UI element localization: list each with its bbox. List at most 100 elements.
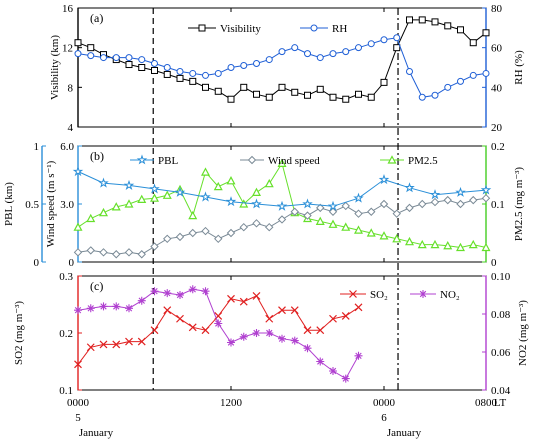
data-point-p2-1-22 — [354, 351, 363, 360]
data-point-p0-0-9 — [189, 77, 197, 85]
data-point-p0-1-27 — [418, 93, 426, 101]
data-point-p1-2-27 — [417, 239, 427, 249]
legend-a-marker-0 — [198, 24, 206, 32]
legend-a-label-0: Visibility — [220, 23, 261, 35]
data-point-p1-2-13 — [239, 199, 249, 208]
data-point-p1-1-11 — [214, 234, 223, 244]
data-point-p1-1-29 — [443, 195, 452, 205]
data-point-p2-1-2 — [99, 302, 108, 311]
data-point-p0-1-9 — [189, 69, 197, 77]
data-point-p2-0-10 — [201, 326, 210, 335]
data-point-p0-1-2 — [100, 54, 107, 62]
x-date-month-0: January — [79, 427, 114, 439]
data-point-p0-0-31 — [469, 39, 477, 47]
data-point-p2-1-13 — [239, 332, 248, 341]
data-point-p2-1-5 — [137, 296, 146, 305]
data-point-p2-0-15 — [265, 314, 274, 323]
pm25-axis-tick-label-2: 0.2 — [491, 141, 505, 153]
data-point-p2-1-19 — [316, 357, 325, 366]
so2-axis-tick-label-2: 0.3 — [59, 271, 73, 283]
visibility-axis-tick-label-3: 16 — [62, 3, 74, 15]
data-point-p2-1-4 — [125, 304, 133, 313]
data-point-p1-1-26 — [405, 203, 414, 213]
visibility-axis-tick-label-1: 8 — [68, 82, 74, 94]
data-point-p0-1-14 — [253, 60, 260, 68]
data-point-p0-1-30 — [457, 77, 464, 85]
data-point-p2-1-18 — [303, 344, 312, 353]
data-point-p1-1-14 — [252, 219, 261, 228]
data-point-p0-0-28 — [431, 18, 439, 26]
so2-axis-tick-label-0: 0.1 — [59, 385, 73, 397]
data-point-p2-1-10 — [201, 287, 210, 296]
data-point-p2-1-11 — [214, 319, 223, 328]
data-point-p1-0-3 — [149, 183, 160, 194]
x-date-day-0: 5 — [75, 412, 81, 424]
no2-axis-tick-label-3: 0.10 — [491, 271, 511, 283]
no2-axis-tick-label-1: 0.06 — [491, 347, 511, 359]
data-point-p1-1-9 — [188, 228, 197, 238]
data-point-p1-0-14 — [429, 189, 441, 200]
data-point-p0-0-17 — [291, 88, 299, 96]
data-point-p0-1-11 — [214, 69, 222, 77]
data-point-p1-1-22 — [354, 209, 363, 218]
data-point-p1-2-26 — [404, 236, 415, 246]
data-point-p0-1-22 — [355, 44, 362, 52]
data-point-p1-2-2 — [98, 207, 109, 217]
data-point-p0-1-7 — [163, 64, 171, 71]
data-point-p2-1-0 — [74, 306, 82, 315]
data-point-p1-2-29 — [443, 240, 453, 250]
rh-axis-tick-label-1: 40 — [491, 82, 503, 94]
data-point-p1-0-0 — [72, 165, 84, 177]
data-point-p0-0-20 — [329, 93, 337, 101]
data-point-p1-2-1 — [86, 213, 96, 223]
data-point-p0-0-14 — [253, 90, 260, 98]
data-point-p1-1-32 — [481, 193, 491, 203]
data-point-p0-1-12 — [227, 64, 235, 71]
data-point-p0-1-32 — [482, 69, 490, 77]
x-date-month-1: January — [387, 427, 422, 439]
data-point-p2-1-12 — [227, 338, 235, 347]
legend-a-label-1: RH — [332, 23, 347, 35]
wind-axis-tick-label-2: 6.0 — [60, 141, 74, 153]
data-point-p2-0-1 — [86, 343, 95, 352]
data-point-p1-2-7 — [162, 190, 172, 199]
data-point-p1-0-16 — [480, 184, 492, 195]
data-point-p1-2-15 — [264, 178, 274, 188]
legend-b-marker-1 — [247, 155, 257, 165]
data-point-p1-1-19 — [316, 203, 325, 213]
data-point-p1-2-28 — [430, 239, 440, 249]
data-point-p1-2-16 — [277, 158, 287, 167]
data-point-p2-0-12 — [227, 294, 235, 303]
data-point-p0-1-26 — [406, 67, 413, 75]
data-point-p1-2-4 — [124, 199, 134, 208]
data-point-p1-0-1 — [98, 177, 109, 188]
data-point-p1-0-15 — [455, 186, 466, 197]
data-point-p1-2-31 — [468, 239, 478, 249]
data-point-p0-0-18 — [304, 91, 311, 99]
data-point-p1-0-10 — [327, 200, 339, 211]
data-point-p1-1-24 — [379, 199, 389, 209]
data-point-p1-1-31 — [469, 195, 478, 205]
data-point-p0-0-11 — [214, 87, 222, 95]
data-point-p1-2-19 — [315, 216, 325, 225]
data-point-p1-1-15 — [265, 222, 274, 232]
data-point-p2-0-21 — [341, 311, 350, 320]
data-point-p1-2-30 — [455, 242, 466, 252]
data-point-p2-1-7 — [163, 289, 172, 298]
no2-axis-tick-label-2: 0.08 — [491, 309, 511, 321]
data-point-p2-0-3 — [112, 340, 121, 349]
data-point-p0-0-21 — [342, 95, 350, 103]
so2-axis-title: SO2 (mg m⁻³) — [13, 301, 25, 365]
data-point-p0-1-4 — [125, 54, 133, 62]
pbl-axis-tick-label-2: 1 — [34, 141, 40, 153]
data-point-p0-0-8 — [176, 74, 184, 82]
rh-axis-tick-label-3: 80 — [491, 3, 503, 15]
panel-1-tag: (b) — [90, 149, 104, 163]
data-point-p2-1-16 — [278, 334, 286, 343]
data-point-p0-0-4 — [125, 61, 133, 69]
wind-axis-tick-label-0: 0 — [69, 257, 75, 269]
so2-axis-tick-label-1: 0.2 — [59, 328, 73, 340]
data-point-p1-0-4 — [174, 186, 186, 197]
data-point-p0-1-18 — [304, 50, 311, 58]
data-point-p1-0-13 — [404, 182, 415, 193]
